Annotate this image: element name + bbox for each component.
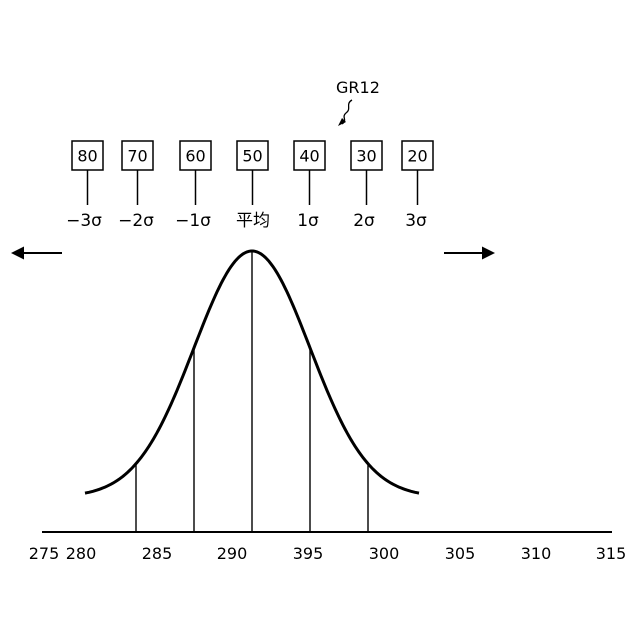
sigma-label-minus-2: −2σ <box>118 211 154 231</box>
sigma-division-lines <box>136 251 368 532</box>
score-box-label: 50 <box>242 147 262 166</box>
sigma-label-minus-1: −1σ <box>175 211 211 231</box>
score-box-label: 40 <box>299 147 319 166</box>
score-box-label: 80 <box>77 147 97 166</box>
x-tick-label: 395 <box>293 544 324 563</box>
reference-label: GR12 <box>336 78 380 97</box>
score-box-20: 20 <box>402 141 433 205</box>
x-tick-label: 275 <box>29 544 60 563</box>
score-box-80: 80 <box>72 141 103 205</box>
x-tick-label: 300 <box>369 544 400 563</box>
score-box-label: 30 <box>356 147 376 166</box>
x-tick-label: 280 <box>66 544 97 563</box>
score-box-label: 20 <box>407 147 427 166</box>
score-box-60: 60 <box>180 141 211 205</box>
sigma-label-plus-3: 3σ <box>405 211 427 231</box>
x-tick-label: 310 <box>521 544 552 563</box>
x-tick-label: 315 <box>596 544 627 563</box>
arrow-left-icon <box>11 247 62 260</box>
score-box-label: 70 <box>127 147 147 166</box>
score-box-30: 30 <box>351 141 382 205</box>
score-box-50: 50 <box>237 141 268 205</box>
sigma-label-plus-2: 2σ <box>353 211 375 231</box>
x-tick-label: 290 <box>217 544 248 563</box>
sigma-label-minus-3: −3σ <box>66 211 102 231</box>
x-tick-label: 305 <box>445 544 476 563</box>
sigma-label-plus-1: 1σ <box>297 211 319 231</box>
x-tick-label: 285 <box>142 544 173 563</box>
arrow-right-icon <box>444 247 495 260</box>
score-box-40: 40 <box>294 141 325 205</box>
sigma-label-mean: 平均 <box>236 211 270 231</box>
score-box-70: 70 <box>122 141 153 205</box>
score-box-label: 60 <box>185 147 205 166</box>
